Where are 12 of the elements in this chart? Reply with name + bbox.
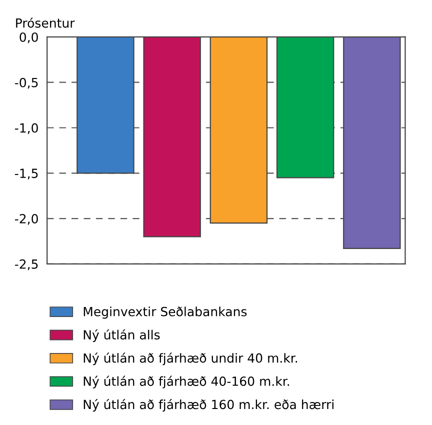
y-tick-label: -1,0 [14,123,38,134]
y-axis-title: Prósentur [16,18,75,28]
y-tick-label: 0,0 [20,32,38,44]
y-tick-label: -0,5 [14,78,38,89]
y-tick-label: -1,5 [14,168,38,180]
y-tick-label: -2,0 [14,214,38,225]
legend-label: Ný útlán að fjárhæð undir 40 m.kr. [84,352,298,366]
y-tick-label: -2,5 [14,259,38,270]
legend-label: Ný útlán að fjárhæð 40-160 m.kr. [84,376,290,388]
legend-label: Meginvextir Seðlabankans [84,306,247,319]
legend-label: Ný útlán að fjárhæð 160 m.kr. eða hærri [84,399,334,412]
legend-label: Ný útlán alls [84,329,160,342]
